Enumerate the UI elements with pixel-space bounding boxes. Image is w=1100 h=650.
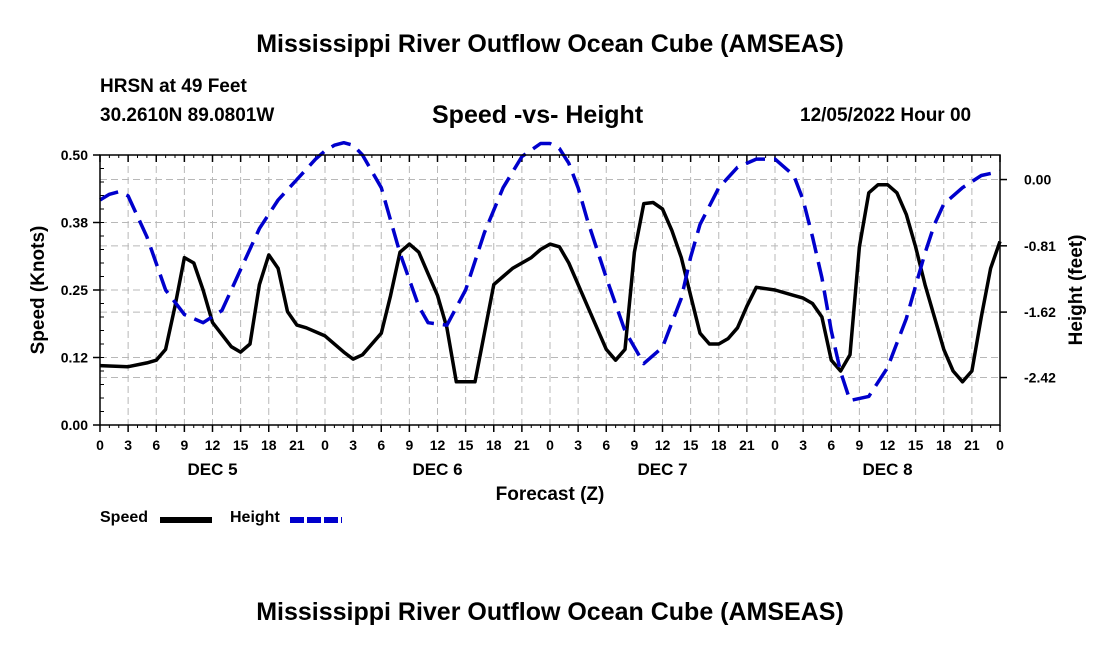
x-tick-label: 0 bbox=[96, 437, 104, 453]
y-right-tick-labels: 0.00 -0.81 -1.62 -2.42 bbox=[1024, 172, 1056, 386]
x-tick-labels: 0 3 6 9 12 15 18 21 0 3 6 9 12 15 18 21 0 3 6 9 12 15 18 21 0 3 6 9… bbox=[96, 437, 1004, 453]
x-tick-label: 12 bbox=[880, 437, 896, 453]
x-tick-label: 0 bbox=[996, 437, 1004, 453]
footer-title: Mississippi River Outflow Ocean Cube (AM… bbox=[256, 598, 844, 626]
y-left-axis-label: Speed (Knots) bbox=[28, 226, 49, 355]
x-tick-label: 0 bbox=[771, 437, 779, 453]
x-tick-label: 6 bbox=[377, 437, 385, 453]
legend-height-label: Height bbox=[230, 509, 280, 526]
x-tick-label: 18 bbox=[261, 437, 277, 453]
series-line-speed bbox=[99, 182, 1002, 384]
x-tick-label: 6 bbox=[152, 437, 160, 453]
y-right-tick-label: 0.00 bbox=[1024, 172, 1051, 188]
x-tick-label: 12 bbox=[655, 437, 671, 453]
plot-frame bbox=[99, 154, 1001, 426]
day-label: DEC 5 bbox=[187, 460, 237, 479]
x-tick-label: 15 bbox=[908, 437, 924, 453]
x-tick-label: 15 bbox=[233, 437, 249, 453]
x-tick-label: 18 bbox=[486, 437, 502, 453]
x-tick-label: 9 bbox=[405, 437, 413, 453]
station-label: HRSN at 49 Feet bbox=[100, 76, 247, 97]
y-right-tick-label: -2.42 bbox=[1024, 370, 1056, 386]
legend-height-swatch bbox=[290, 517, 342, 523]
day-labels: DEC 5 DEC 6 DEC 7 DEC 8 bbox=[187, 460, 912, 479]
x-tick-label: 18 bbox=[711, 437, 727, 453]
x-tick-label: 9 bbox=[855, 437, 863, 453]
x-tick-label: 9 bbox=[630, 437, 638, 453]
x-tick-label: 18 bbox=[936, 437, 952, 453]
x-axis-label: Forecast (Z) bbox=[496, 484, 605, 505]
grid bbox=[100, 155, 1000, 425]
x-tick-label: 21 bbox=[289, 437, 305, 453]
day-label: DEC 7 bbox=[637, 460, 687, 479]
x-tick-label: 6 bbox=[602, 437, 610, 453]
x-tick-label: 6 bbox=[827, 437, 835, 453]
x-tick-label: 3 bbox=[574, 437, 582, 453]
chart-title: Mississippi River Outflow Ocean Cube (AM… bbox=[256, 30, 844, 58]
x-tick-label: 15 bbox=[683, 437, 699, 453]
chart-subtitle: Speed -vs- Height bbox=[432, 101, 644, 129]
day-label: DEC 8 bbox=[862, 460, 912, 479]
station-coordinates: 30.2610N 89.0801W bbox=[100, 105, 275, 126]
x-tick-label: 12 bbox=[205, 437, 221, 453]
x-tick-label: 9 bbox=[180, 437, 188, 453]
y-left-tick-label: 0.00 bbox=[61, 417, 88, 433]
x-tick-label: 21 bbox=[964, 437, 980, 453]
y-left-tick-label: 0.12 bbox=[61, 350, 88, 366]
x-tick-label: 3 bbox=[799, 437, 807, 453]
y-right-axis-label: Height (feet) bbox=[1066, 235, 1087, 346]
x-tick-label: 15 bbox=[458, 437, 474, 453]
x-tick-label: 0 bbox=[321, 437, 329, 453]
x-tick-label: 21 bbox=[739, 437, 755, 453]
x-tick-label: 12 bbox=[430, 437, 446, 453]
legend-speed-label: Speed bbox=[100, 509, 149, 526]
y-left-tick-labels: 0.00 0.12 0.25 0.38 0.50 bbox=[61, 147, 88, 433]
day-label: DEC 6 bbox=[412, 460, 462, 479]
x-tick-label: 3 bbox=[349, 437, 357, 453]
x-tick-label: 3 bbox=[124, 437, 132, 453]
forecast-datetime: 12/05/2022 Hour 00 bbox=[800, 105, 972, 126]
y-left-tick-label: 0.25 bbox=[61, 282, 88, 298]
series-line-height bbox=[99, 140, 1001, 403]
y-right-tick-label: -0.81 bbox=[1024, 238, 1056, 254]
legend-speed-swatch bbox=[160, 517, 212, 523]
y-right-tick-label: -1.62 bbox=[1024, 304, 1056, 320]
series-layer bbox=[99, 140, 1002, 403]
y-left-tick-label: 0.50 bbox=[61, 147, 88, 163]
y-left-tick-label: 0.38 bbox=[61, 215, 88, 231]
x-tick-label: 21 bbox=[514, 437, 530, 453]
x-tick-label: 0 bbox=[546, 437, 554, 453]
